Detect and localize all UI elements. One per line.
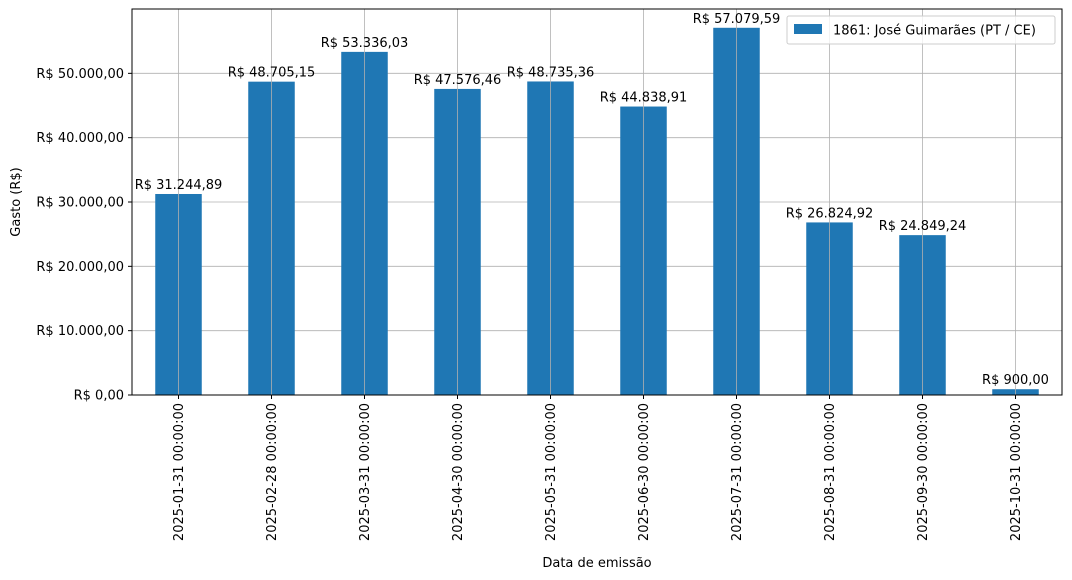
bar-value-label: R$ 26.824,92 xyxy=(786,206,874,221)
y-tick-label: R$ 30.000,00 xyxy=(36,196,124,211)
x-tick-label: 2025-10-31 00:00:00 xyxy=(1009,403,1024,541)
bar-value-label: R$ 44.838,91 xyxy=(600,91,688,106)
y-tick-label: R$ 40.000,00 xyxy=(36,131,124,146)
x-axis-title: Data de emissão xyxy=(542,556,651,571)
x-tick-label: 2025-06-30 00:00:00 xyxy=(637,403,652,541)
x-axis-ticks: 2025-01-31 00:00:00 2025-02-28 00:00:00 20… xyxy=(172,395,1024,541)
x-tick-label: 2025-01-31 00:00:00 xyxy=(172,403,187,541)
bar-value-label: R$ 48.735,36 xyxy=(507,65,595,80)
bar-value-label: R$ 53.336,03 xyxy=(321,36,409,51)
legend-label: 1861: José Guimarães (PT / CE) xyxy=(833,24,1036,39)
bar-value-label: R$ 24.849,24 xyxy=(879,219,967,234)
x-tick-label: 2025-04-30 00:00:00 xyxy=(451,403,466,541)
legend: 1861: José Guimarães (PT / CE) xyxy=(786,15,1056,45)
legend-swatch xyxy=(794,24,822,34)
y-axis-ticks: R$ 0,00 R$ 10.000,00 R$ 20.000,00 R$ 30.000… xyxy=(36,67,132,404)
bar-value-label: R$ 900,00 xyxy=(982,373,1049,388)
y-axis-title: Gasto (R$) xyxy=(9,167,24,236)
y-tick-label: R$ 10.000,00 xyxy=(36,324,124,339)
x-tick-label: 2025-07-31 00:00:00 xyxy=(730,403,745,541)
bar-value-label: R$ 57.079,59 xyxy=(693,12,781,27)
bars xyxy=(155,27,1039,396)
x-tick-label: 2025-03-31 00:00:00 xyxy=(358,403,373,541)
y-tick-label: R$ 50.000,00 xyxy=(36,67,124,82)
bar-value-label: R$ 48.705,15 xyxy=(228,66,316,81)
bar-value-label: R$ 47.576,46 xyxy=(414,73,502,88)
x-tick-label: 2025-05-31 00:00:00 xyxy=(544,403,559,541)
y-tick-label: R$ 20.000,00 xyxy=(36,260,124,275)
x-tick-label: 2025-02-28 00:00:00 xyxy=(265,403,280,541)
vertical-grid-lines xyxy=(178,9,1016,395)
legend-box xyxy=(786,15,1056,45)
bar-labels: R$ 31.244,89 R$ 48.705,15 R$ 53.336,03 R$ 4… xyxy=(135,12,1049,388)
x-tick-label: 2025-08-31 00:00:00 xyxy=(823,403,838,541)
x-tick-label: 2025-09-30 00:00:00 xyxy=(916,403,931,541)
plot-frame xyxy=(131,8,1063,396)
y-tick-label: R$ 0,00 xyxy=(74,389,124,404)
bar-value-label: R$ 31.244,89 xyxy=(135,178,223,193)
